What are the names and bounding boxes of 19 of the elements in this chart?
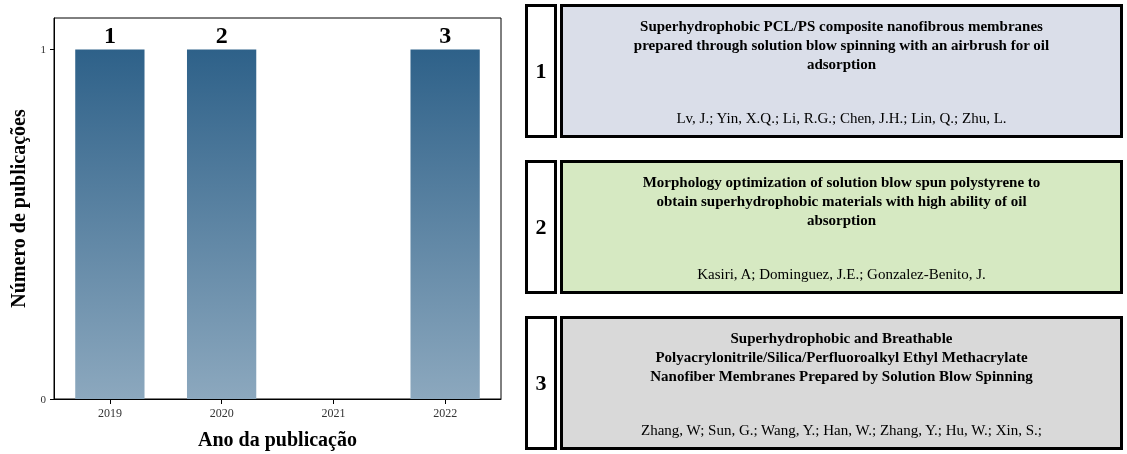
text: Lv, J.; Yin, X.Q.; Li, R.G.; Chen, J.H.; Lin, Q.; Zhu, L.	[676, 110, 1007, 127]
text: Superhydrophobic PCL/PS composite nanofibrous membranes prepared through solution blow spinning with an airbrush for oil adsorption	[632, 17, 1051, 74]
text: Kasiri, A; Dominguez, J.E.; Gonzalez-Benito, J.	[697, 266, 986, 283]
text: Superhydrophobic and Breathable Polyacrylonitrile/Silica/Perfluoroalkyl Ethyl Methacrylate Nanofiber Membranes Prepared by Solution Blow Spinning	[649, 329, 1034, 386]
x-tick-label: 2020	[209, 406, 234, 420]
text: 1	[525, 4, 557, 138]
x-tick-label: 2021	[321, 406, 346, 420]
y-tick-label: 0	[40, 393, 47, 405]
text: Zhang, W; Sun, G.; Wang, Y.; Han, W.; Zhang, Y.; Hu, W.; Xin, S.;	[640, 422, 1043, 439]
text: Morphology optimization of solution blow spun polystyrene to obtain superhydrophobic materials with high ability of oil absorption	[641, 173, 1042, 230]
text: 3	[525, 316, 557, 450]
text: 2	[525, 160, 557, 294]
x-tick-label: 2022	[433, 406, 458, 420]
annotation: 2	[215, 22, 228, 49]
x-axis-title: Ano da publicação	[198, 428, 357, 451]
annotation: 1	[103, 22, 116, 49]
x-tick-label: 2019	[97, 406, 122, 420]
annotation: 3	[439, 22, 452, 49]
y-axis-title: Número de publicações	[7, 109, 30, 308]
